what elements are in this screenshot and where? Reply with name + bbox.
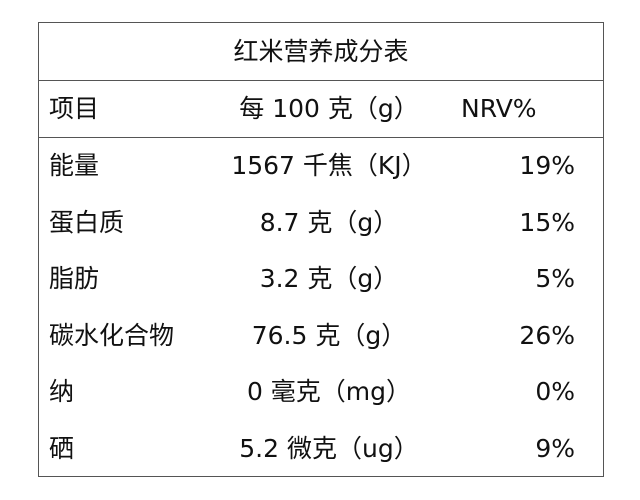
header-rule: [39, 137, 603, 138]
header-cell: NRV%: [461, 94, 537, 123]
table-cell: 脂肪: [49, 264, 100, 293]
table-cell: 9%: [535, 433, 575, 463]
nutrition-table: 红米营养成分表 项目 每 100 克（g） NRV% 能量 1567 千焦（KJ） 19%…: [38, 22, 604, 477]
table-cell: 26%: [519, 320, 575, 350]
header-cell: 项目: [49, 94, 100, 123]
table-cell: 3.2 克（g）: [259, 264, 399, 293]
table-cell: 蛋白质: [49, 207, 125, 237]
title-rule: [39, 80, 603, 81]
table-cell: 5.2 微克（ug）: [239, 433, 419, 463]
table-cell: 19%: [519, 151, 575, 180]
table-cell: 能量: [49, 151, 100, 180]
table-cell: 5%: [535, 264, 575, 293]
table-cell: 76.5 克（g）: [251, 320, 407, 350]
table-cell: 纳: [49, 377, 75, 406]
table-cell: 碳水化合物: [49, 320, 175, 350]
table-cell: 15%: [519, 207, 575, 237]
header-cell: 每 100 克（g）: [239, 94, 419, 123]
table-cell: 1567 千焦（KJ）: [231, 151, 427, 180]
table-cell: 8.7 克（g）: [259, 207, 399, 237]
table-cell: 0%: [535, 377, 575, 406]
table-cell: 0 毫克（mg）: [246, 377, 412, 406]
table-title: 红米营养成分表: [233, 37, 409, 66]
table-cell: 硒: [49, 433, 75, 463]
